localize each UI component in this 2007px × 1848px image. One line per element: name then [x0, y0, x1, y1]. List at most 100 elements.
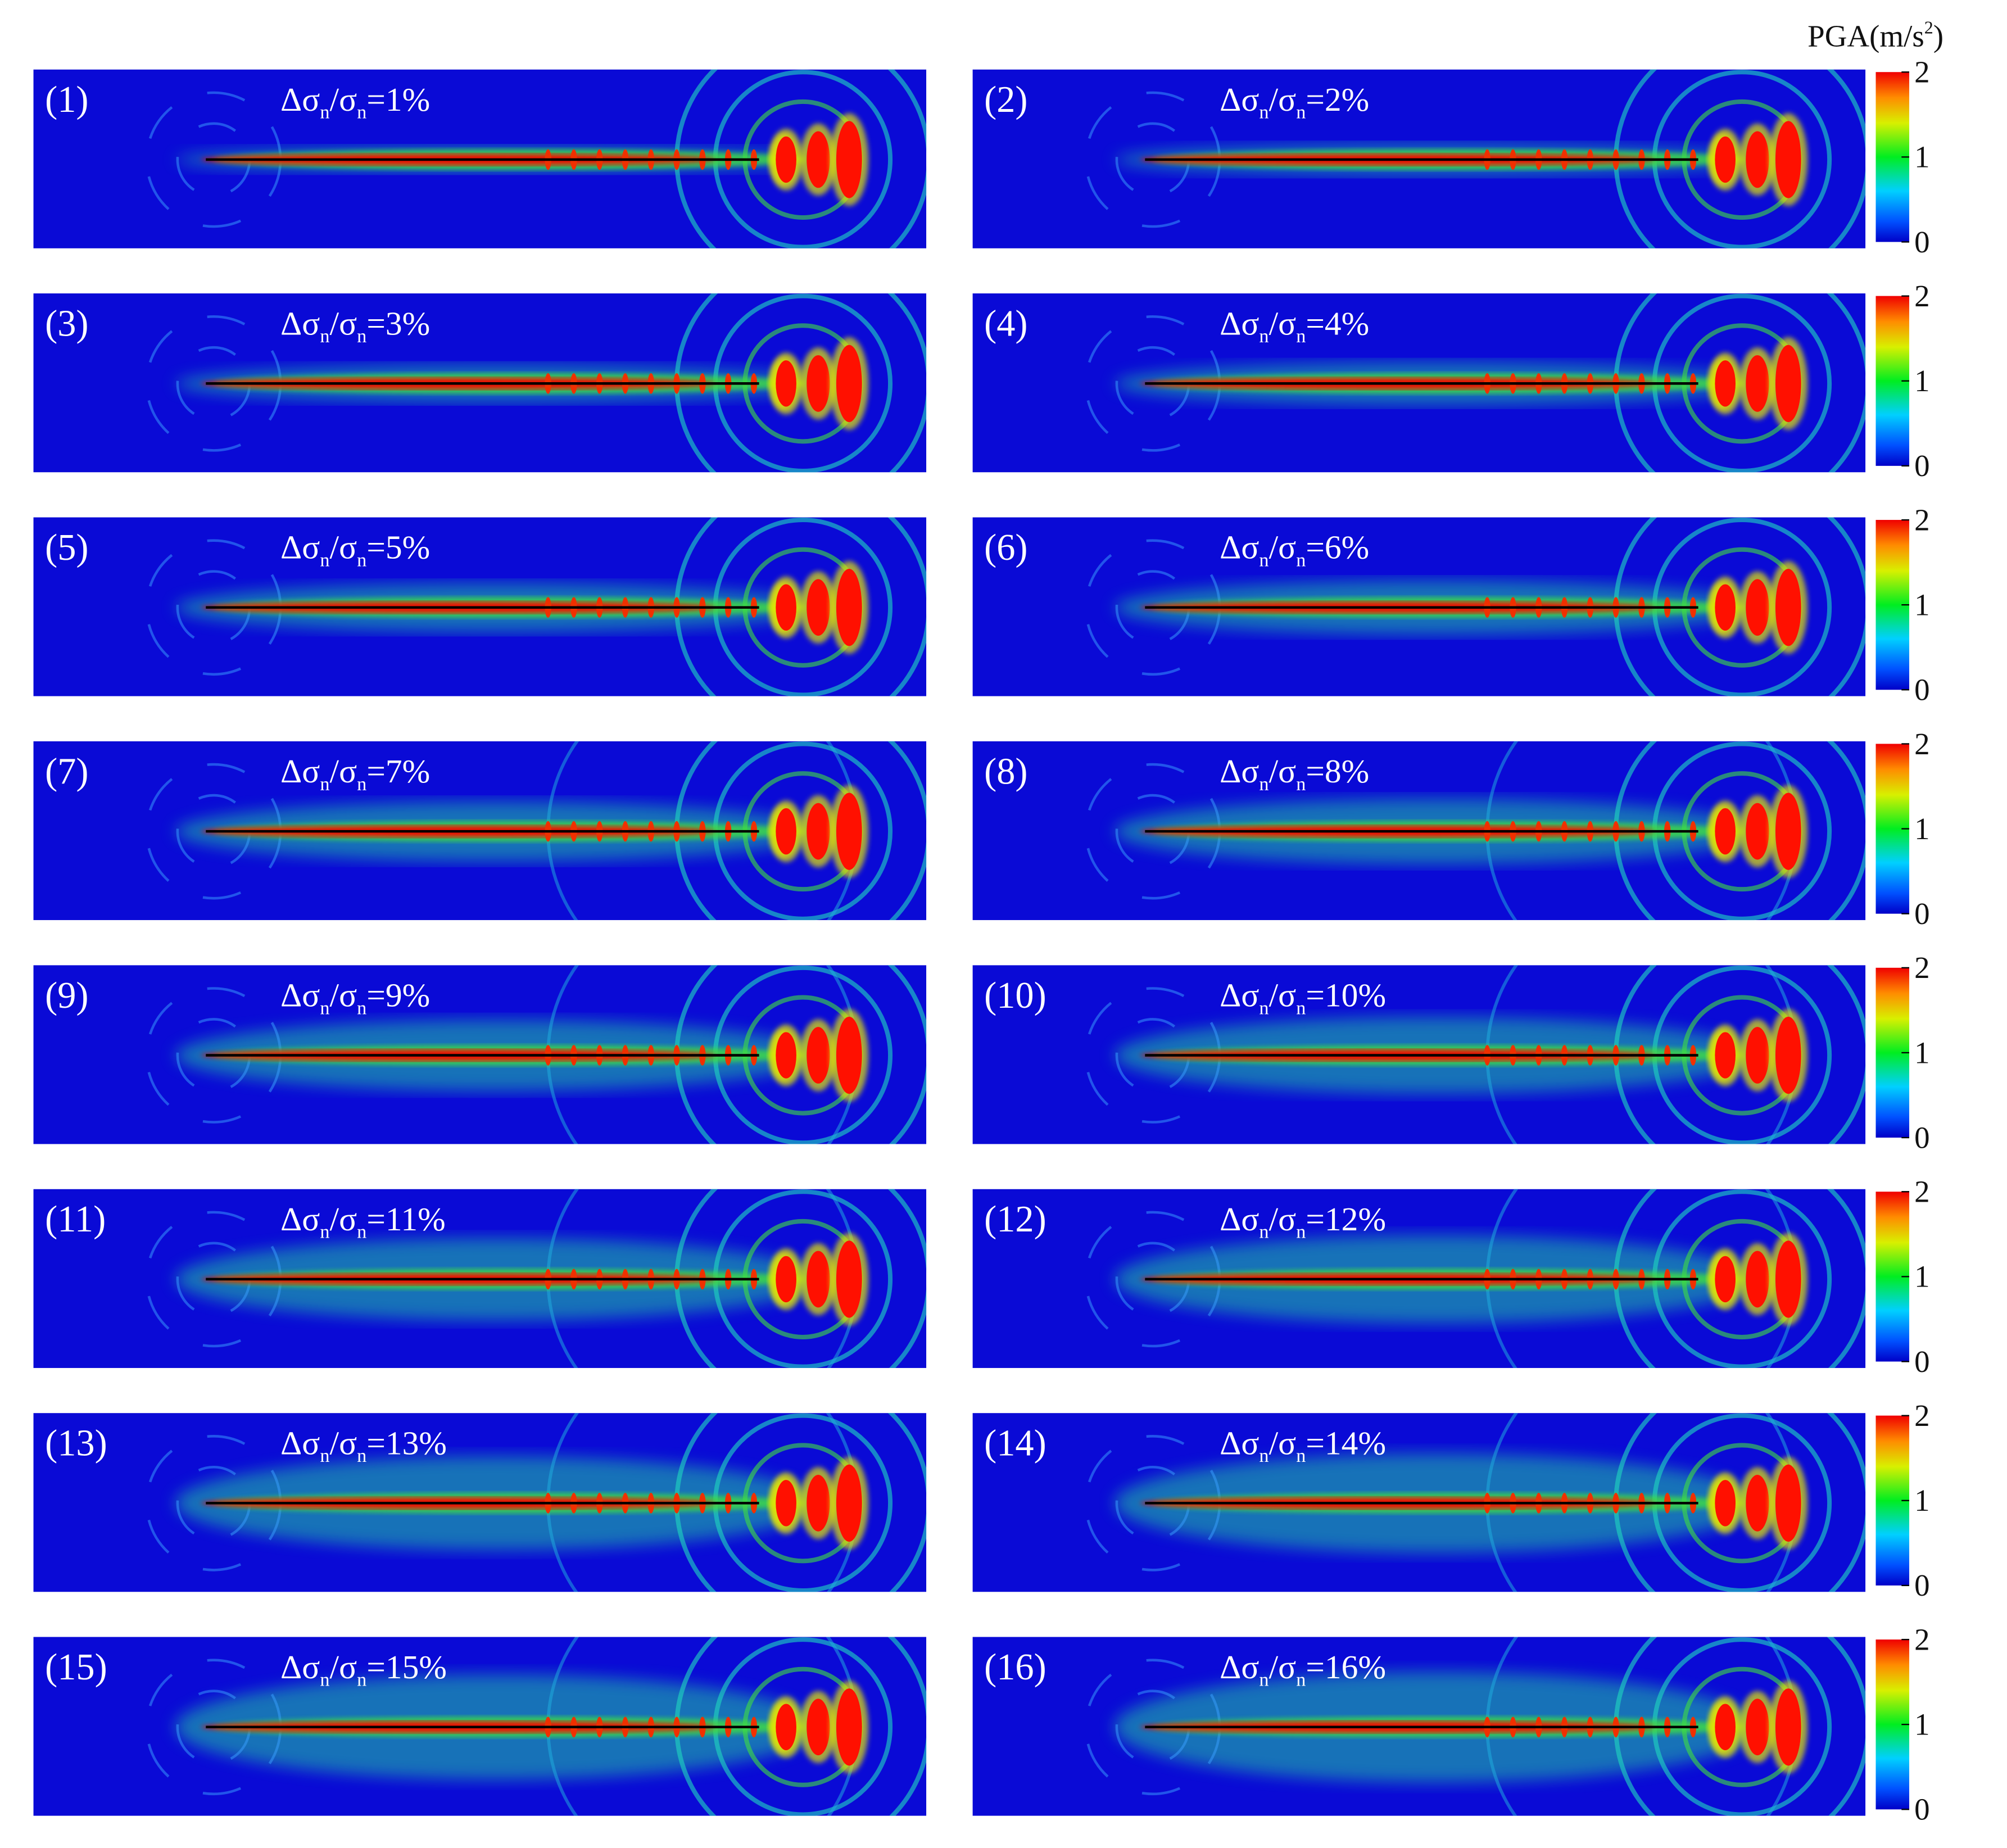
title-part: Δσ	[1220, 977, 1259, 1014]
title-part: Δσ	[1220, 1648, 1259, 1686]
panel	[972, 1637, 1866, 1816]
title-part: Δσ	[280, 1424, 320, 1461]
colorbar-tick-label: 1	[1914, 140, 1929, 174]
title-part: n	[357, 1445, 366, 1466]
colorbar-tick-label: 0	[1914, 1568, 1929, 1602]
title-part: n	[1259, 102, 1268, 123]
title-part: n	[1259, 1669, 1268, 1690]
blob	[776, 584, 796, 631]
blob	[1775, 792, 1801, 870]
panel-title: Δσn/σn=5%	[280, 529, 430, 571]
panel-label: (4)	[984, 304, 1027, 345]
blob	[1746, 1474, 1769, 1532]
colorbar-tick-label: 2	[1914, 1175, 1929, 1209]
title-part: Δσ	[280, 1201, 320, 1238]
blob	[1746, 1251, 1769, 1308]
panel-title: Δσn/σn=3%	[280, 305, 430, 347]
blob	[1746, 355, 1769, 412]
panel	[972, 1189, 1866, 1368]
panel	[972, 69, 1866, 248]
panel-title: Δσn/σn=14%	[1220, 1424, 1386, 1466]
blob	[836, 121, 862, 198]
title-part: n	[1296, 325, 1306, 347]
panel-title: Δσn/σn=10%	[1220, 977, 1386, 1019]
panel	[33, 293, 927, 473]
title-part: n	[1296, 1669, 1306, 1690]
blob	[776, 1256, 796, 1303]
panel-title: Δσn/σn=4%	[1220, 305, 1369, 347]
title-part: n	[320, 1669, 329, 1690]
title-part: n	[357, 997, 366, 1018]
blob	[836, 569, 862, 646]
colorbar-title: PGA(m/s2)	[1807, 17, 1943, 53]
title-value: =11%	[366, 1201, 445, 1238]
panel	[33, 1637, 927, 1816]
title-part: /σ	[330, 81, 357, 118]
title-part: /σ	[330, 1424, 357, 1461]
title-value: =8%	[1306, 753, 1369, 790]
blob	[1715, 584, 1736, 631]
panel-label: (9)	[45, 975, 88, 1016]
title-part: n	[320, 1445, 329, 1466]
blob	[807, 1251, 830, 1308]
colorbar-tick-label: 2	[1914, 1622, 1929, 1656]
panel-label: (12)	[984, 1199, 1046, 1240]
colorbar-tick-label: 2	[1914, 1398, 1929, 1433]
blob	[1715, 808, 1736, 855]
title-part: n	[357, 325, 366, 347]
title-part: Δσ	[1220, 1201, 1259, 1238]
panel-title: Δσn/σn=6%	[1220, 529, 1369, 571]
title-part: /σ	[330, 1648, 357, 1686]
title-part: Δσ	[280, 977, 320, 1014]
colorbar-tick-label: 2	[1914, 950, 1929, 985]
title-part: n	[1296, 1445, 1306, 1466]
panel	[33, 69, 927, 248]
panel-label: (13)	[45, 1423, 107, 1464]
blob	[776, 1480, 796, 1527]
title-part: /σ	[330, 305, 357, 342]
panel-title: Δσn/σn=2%	[1220, 81, 1369, 123]
colorbar-tick-label: 0	[1914, 1344, 1929, 1379]
blob	[1715, 1256, 1736, 1303]
blob	[1715, 1704, 1736, 1750]
title-value: =3%	[366, 305, 430, 342]
blob	[1746, 1027, 1769, 1084]
blob	[807, 1027, 830, 1084]
title-part: /σ	[1269, 1648, 1297, 1686]
panel	[33, 1413, 927, 1592]
title-part: /σ	[330, 529, 357, 566]
colorbar-tick-label: 0	[1914, 673, 1929, 707]
title-part: n	[1259, 773, 1268, 795]
blob	[776, 1704, 796, 1750]
panel-label: (1)	[45, 79, 88, 120]
blob	[1746, 131, 1769, 188]
panel-label: (8)	[984, 751, 1027, 792]
colorbar-tick-label: 0	[1914, 1792, 1929, 1827]
panel-label: (10)	[984, 975, 1046, 1016]
panel-title: Δσn/σn=12%	[1220, 1201, 1386, 1243]
blob	[776, 1032, 796, 1079]
panel-label: (3)	[45, 304, 88, 345]
blob	[836, 1016, 862, 1094]
blob	[776, 360, 796, 407]
title-part: /σ	[1269, 1201, 1297, 1238]
title-part: n	[1259, 997, 1268, 1018]
colorbar-tick-label: 1	[1914, 812, 1929, 846]
blob	[836, 345, 862, 423]
title-part: /σ	[330, 753, 357, 790]
blob	[776, 136, 796, 183]
panel	[33, 517, 927, 696]
title-part: n	[1296, 1221, 1306, 1243]
title-part: Δσ	[1220, 81, 1259, 118]
title-part: Δσ	[1220, 305, 1259, 342]
blob	[1775, 569, 1801, 646]
colorbar-tick-label: 1	[1914, 1483, 1929, 1518]
title-part: n	[320, 549, 329, 570]
panel	[972, 741, 1866, 921]
title-value: =16%	[1306, 1648, 1386, 1686]
title-part: /σ	[1269, 81, 1297, 118]
title-part: n	[357, 549, 366, 570]
blob	[807, 579, 830, 636]
title-part: n	[1296, 773, 1306, 795]
